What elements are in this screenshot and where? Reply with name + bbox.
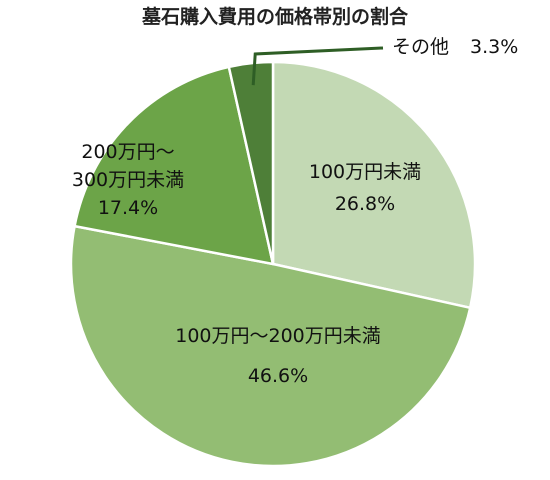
slice-label: 300万円未満 bbox=[72, 169, 184, 191]
pie-slice bbox=[227, 60, 275, 265]
slice-label: その他 bbox=[392, 36, 449, 58]
slice-label: 100万円～200万円未満 bbox=[175, 325, 381, 347]
slice-value-label: 3.3% bbox=[470, 36, 518, 58]
slice-value-label: 46.6% bbox=[248, 365, 308, 387]
slice-label: 200万円～ bbox=[81, 141, 174, 163]
slice-value-label: 17.4% bbox=[98, 197, 158, 219]
other-leader-line bbox=[251, 46, 384, 86]
pie-slice bbox=[271, 60, 477, 310]
pie-slice bbox=[69, 224, 472, 468]
pie-slice bbox=[73, 65, 275, 266]
chart-title: 墓石購入費用の価格帯別の割合 bbox=[141, 6, 408, 28]
slice-value-label: 26.8% bbox=[335, 193, 395, 215]
slice-label: 100万円未満 bbox=[309, 161, 421, 183]
